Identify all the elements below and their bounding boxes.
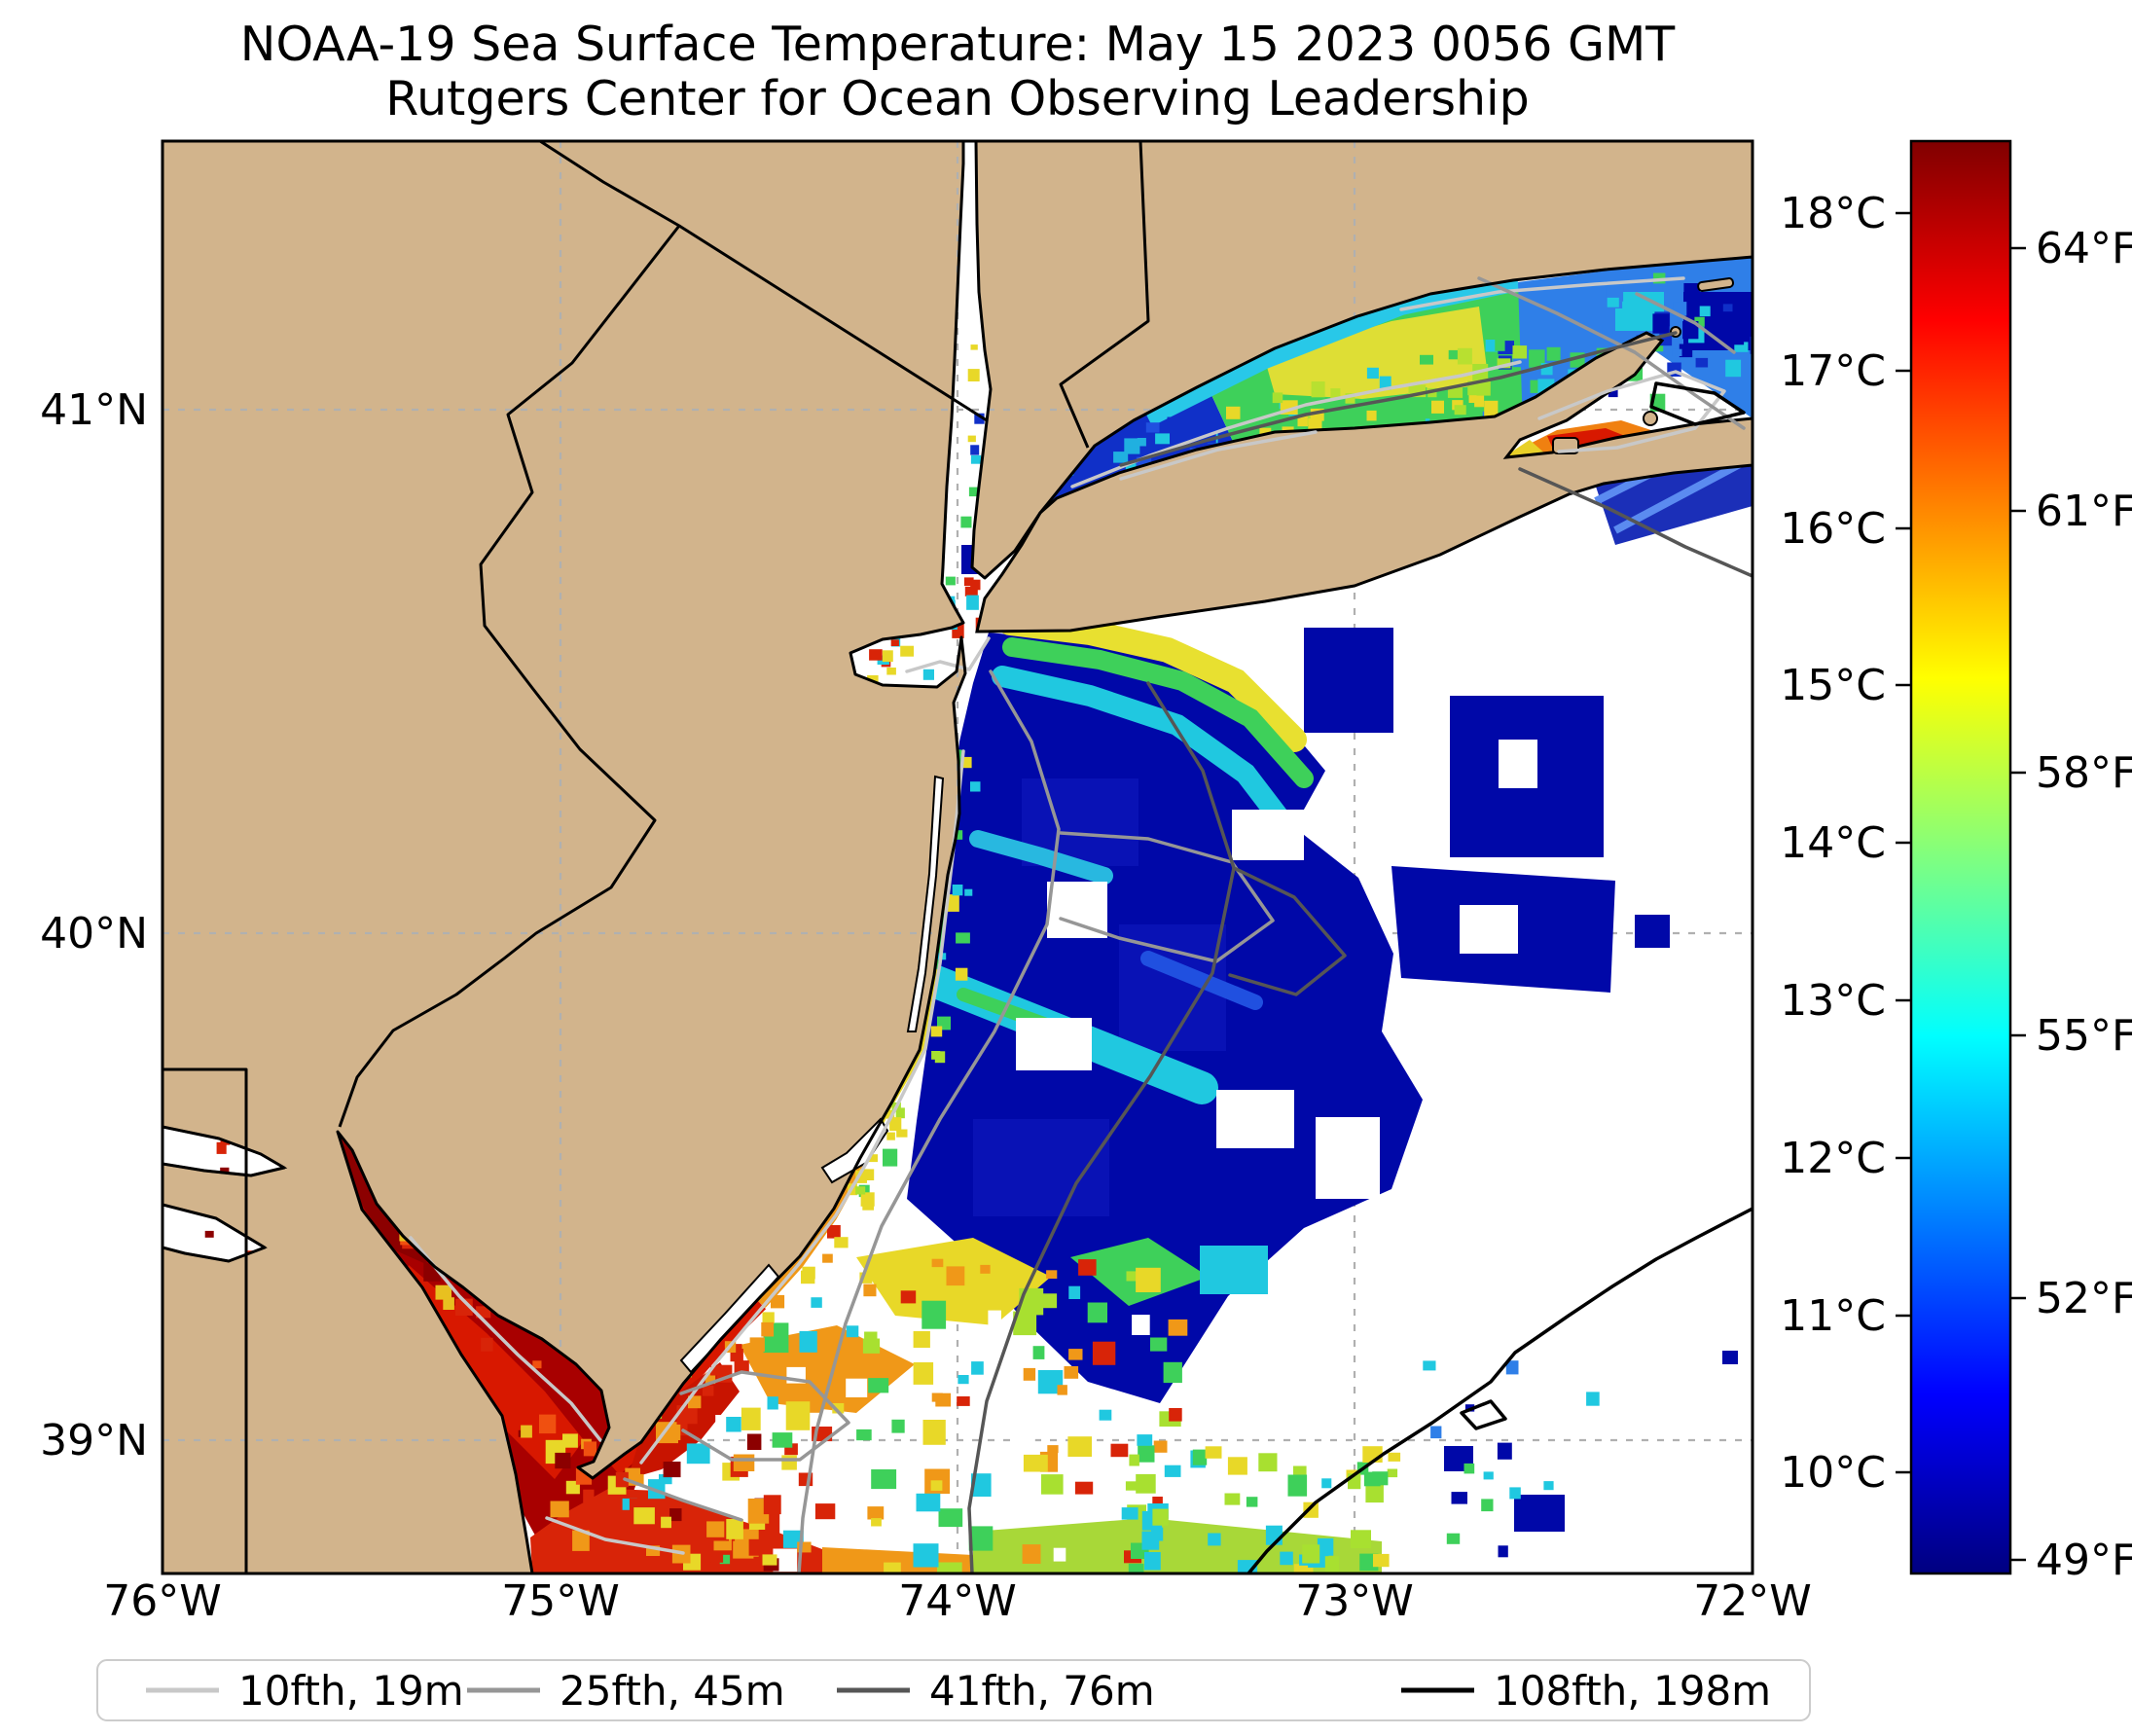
y-tick-41n: 41°N <box>40 385 148 435</box>
cb-label-13c: 13°C <box>1780 976 1886 1026</box>
x-tick-76w: 76°W <box>103 1576 222 1626</box>
legend-item-25fth: 25fth, 45m <box>467 1667 785 1715</box>
figure-subtitle: Rutgers Center for Ocean Observing Leade… <box>385 71 1530 127</box>
gardiners-island <box>1643 411 1658 426</box>
nj-backbays <box>679 775 945 1374</box>
colorbar-labels-celsius: 18°C 17°C 16°C 15°C 14°C 13°C 12°C 11°C … <box>1780 189 1886 1498</box>
bathymetry-25fth <box>623 276 1746 1573</box>
border-ny-nj <box>678 224 988 422</box>
x-tick-75w: 75°W <box>501 1576 620 1626</box>
cb-label-49f: 49°F <box>2036 1536 2132 1585</box>
plot-frame <box>161 139 1754 1575</box>
y-axis-ticks: 41°N 40°N 39°N <box>40 385 148 1465</box>
legend-box <box>96 1659 1811 1721</box>
cb-label-14c: 14°C <box>1780 818 1886 868</box>
cb-label-11c: 11°C <box>1780 1291 1886 1341</box>
filament-cyan-2 <box>969 830 1113 885</box>
coastline-chesapeake-s <box>163 1203 267 1263</box>
coastline-chesapeake-n <box>163 1125 286 1177</box>
swath-stripe <box>1613 453 1753 534</box>
x-tick-74w: 74°W <box>898 1576 1017 1626</box>
legend-label-25fth: 25fth, 45m <box>560 1667 785 1715</box>
state-borders <box>163 141 1150 1573</box>
y-tick-39n: 39°N <box>40 1416 148 1465</box>
cb-label-12c: 12°C <box>1780 1134 1886 1183</box>
border-ny-ct <box>1059 141 1150 449</box>
filament-blue <box>1140 951 1263 1010</box>
x-axis-ticks: 76°W 75°W 74°W 73°W 72°W <box>103 1576 1812 1626</box>
midshelf-cyan-patch <box>1200 1246 1268 1294</box>
cold-speck <box>1722 1351 1738 1364</box>
colorbar-gradient <box>1909 139 2012 1575</box>
cold-speck <box>1635 915 1670 948</box>
bathymetry-41fth <box>967 331 1753 1573</box>
delaware-bay-core <box>399 1265 584 1479</box>
cb-label-64f: 64°F <box>2036 224 2132 273</box>
legend-item-10fth: 10fth, 19m <box>146 1667 464 1715</box>
cold-speck <box>1462 722 1504 757</box>
x-tick-73w: 73°W <box>1295 1576 1414 1626</box>
fishers-island <box>1697 277 1735 292</box>
cb-label-15c: 15°C <box>1780 661 1886 710</box>
sst-data-layer <box>191 258 1753 1573</box>
map-area <box>163 141 1753 1573</box>
sound-central-warm <box>1265 307 1489 399</box>
cb-label-58f: 58°F <box>2036 748 2132 798</box>
x-tick-72w: 72°W <box>1693 1576 1812 1626</box>
legend-item-108fth: 108fth, 198m <box>1401 1667 1771 1715</box>
bathymetry-108fth <box>1247 381 1753 1573</box>
cold-speck <box>1514 1495 1565 1532</box>
cb-label-16c: 16°C <box>1780 504 1886 554</box>
cloud-mask-patches <box>1016 740 1537 1199</box>
figure-title: NOAA-19 Sea Surface Temperature: May 15 … <box>240 17 1676 72</box>
y-tick-40n: 40°N <box>40 909 148 958</box>
border-delaware-river <box>338 141 681 1128</box>
front-green-band <box>1002 637 1314 788</box>
colorbar-labels-fahrenheit: 64°F 61°F 58°F 55°F 52°F 49°F <box>2036 224 2132 1585</box>
legend-label-108fth: 108fth, 198m <box>1494 1667 1771 1715</box>
front-cyan-band <box>992 666 1297 838</box>
border-md-de <box>163 1067 248 1573</box>
colorbar-ticks-fahrenheit <box>2010 246 2026 1562</box>
cb-label-10c: 10°C <box>1780 1448 1886 1498</box>
cb-label-18c: 18°C <box>1780 189 1886 238</box>
legend-label-10fth: 10fth, 19m <box>238 1667 464 1715</box>
bathymetry-legend: 10fth, 19m 25fth, 45m 41fth, 76m 108fth,… <box>96 1659 1811 1721</box>
cb-label-55f: 55°F <box>2036 1011 2132 1061</box>
legend-item-41fth: 41fth, 76m <box>837 1667 1155 1715</box>
colorbar: 18°C 17°C 16°C 15°C 14°C 13°C 12°C 11°C … <box>1780 139 2132 1585</box>
cb-label-17c: 17°C <box>1780 346 1886 396</box>
cb-label-61f: 61°F <box>2036 487 2132 536</box>
legend-label-41fth: 41fth, 76m <box>929 1667 1155 1715</box>
cold-patch <box>1304 628 1393 733</box>
colorbar-ticks-celsius <box>1896 211 1911 1474</box>
sound-ct-shore-band <box>1143 273 1520 427</box>
cb-label-52f: 52°F <box>2036 1274 2132 1323</box>
